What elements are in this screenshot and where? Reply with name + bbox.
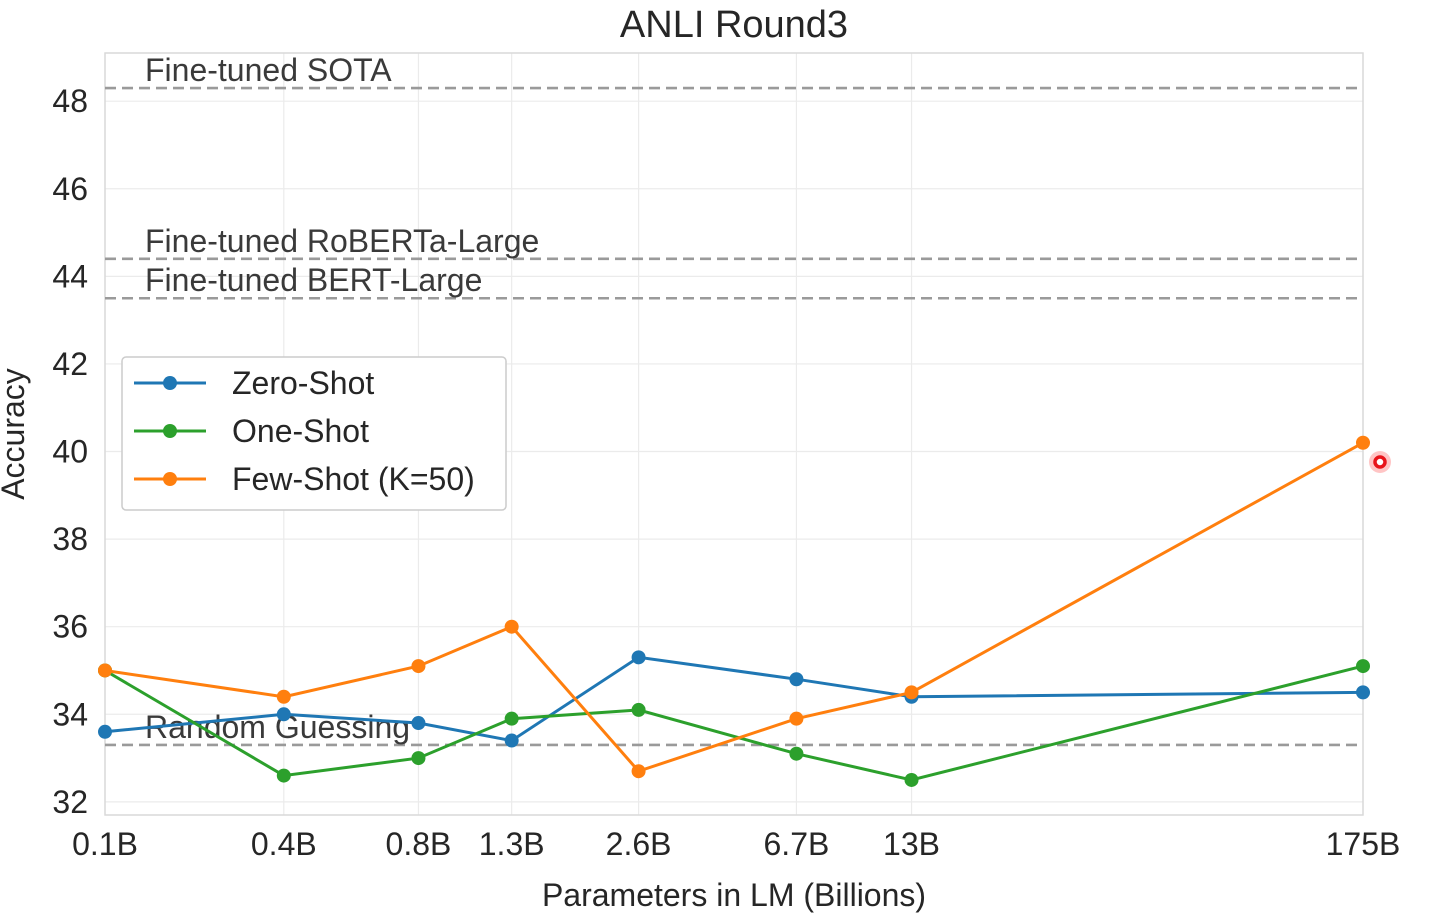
data-point [631, 702, 646, 717]
y-tick-label: 32 [52, 784, 88, 820]
series-line [104, 664, 1364, 782]
legend-marker [163, 472, 177, 486]
reference-line-label: Fine-tuned SOTA [145, 52, 392, 88]
legend: Zero-Shot One-Shot Few-Shot (K=50) [121, 356, 507, 511]
data-point [98, 663, 112, 678]
data-point [411, 716, 426, 731]
data-point [276, 707, 291, 722]
data-point [789, 746, 804, 761]
legend-label: Few-Shot (K=50) [232, 461, 475, 497]
data-point [98, 724, 112, 739]
data-point [1356, 435, 1370, 450]
legend-box [121, 356, 507, 511]
x-tick-label: 0.4B [251, 826, 317, 862]
x-tick-label: 175B [1326, 826, 1401, 862]
y-tick-label: 42 [52, 346, 88, 382]
series-line [104, 441, 1364, 773]
y-tick-label: 46 [52, 171, 88, 207]
data-point [631, 650, 646, 665]
x-axis-ticks: 0.1B 0.4B 0.8B 1.3B 2.6B 6.7B 13B 175B [72, 826, 1400, 862]
data-point [904, 685, 919, 700]
series-group [98, 435, 1370, 779]
x-tick-label: 0.8B [386, 826, 452, 862]
reference-line-label: Fine-tuned RoBERTa-Large [145, 223, 539, 259]
legend-marker [163, 376, 177, 390]
legend-marker [163, 424, 177, 438]
y-tick-label: 38 [52, 521, 88, 557]
y-tick-label: 44 [52, 258, 88, 294]
x-tick-label: 1.3B [479, 826, 545, 862]
y-tick-label: 34 [52, 696, 88, 732]
data-point [276, 689, 291, 704]
data-point [411, 751, 426, 766]
x-tick-label: 6.7B [764, 826, 830, 862]
data-point [276, 768, 291, 783]
plot-area-frame [104, 52, 1364, 816]
data-point [904, 772, 919, 787]
y-axis-ticks: 32 34 36 38 40 42 44 46 48 [52, 83, 88, 820]
data-point [1356, 659, 1370, 674]
legend-label: One-Shot [232, 413, 369, 449]
x-tick-label: 0.1B [72, 826, 138, 862]
x-tick-label: 2.6B [606, 826, 672, 862]
cursor-pointer-icon [1373, 455, 1387, 469]
data-point [789, 711, 804, 726]
data-point [631, 764, 646, 779]
data-point [411, 659, 426, 674]
cursor-indicator [1369, 451, 1391, 473]
data-point [504, 733, 519, 748]
data-point [789, 672, 804, 687]
series-layer [98, 435, 1370, 787]
x-axis-title: Parameters in LM (Billions) [542, 877, 926, 913]
data-point [1356, 685, 1370, 700]
grid-layer [104, 53, 1364, 815]
chart-title: ANLI Round3 [620, 4, 848, 46]
x-tick-label: 13B [883, 826, 940, 862]
data-point [504, 619, 519, 634]
data-point [504, 711, 519, 726]
y-tick-label: 48 [52, 83, 88, 119]
y-tick-label: 36 [52, 609, 88, 645]
y-tick-label: 40 [52, 434, 88, 470]
reference-line-label: Fine-tuned BERT-Large [145, 262, 482, 298]
legend-label: Zero-Shot [232, 365, 374, 401]
y-axis-title: Accuracy [0, 368, 31, 500]
